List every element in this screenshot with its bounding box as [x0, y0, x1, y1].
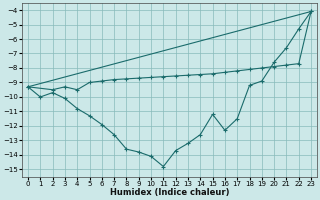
- X-axis label: Humidex (Indice chaleur): Humidex (Indice chaleur): [110, 188, 229, 197]
